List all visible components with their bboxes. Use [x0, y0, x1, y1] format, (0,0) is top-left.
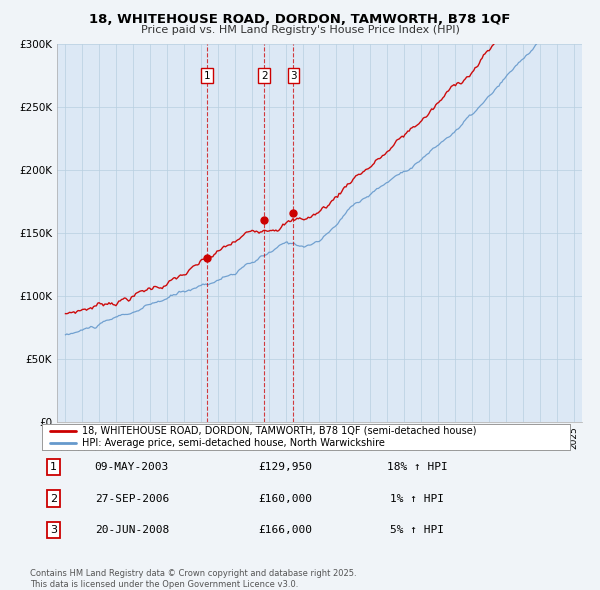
- Text: 20-JUN-2008: 20-JUN-2008: [95, 525, 169, 535]
- Text: 1: 1: [50, 463, 57, 472]
- Text: 27-SEP-2006: 27-SEP-2006: [95, 494, 169, 503]
- Text: 3: 3: [290, 71, 297, 81]
- Text: 1: 1: [204, 71, 211, 81]
- Text: 18% ↑ HPI: 18% ↑ HPI: [386, 463, 447, 472]
- Text: £166,000: £166,000: [258, 525, 312, 535]
- Text: Price paid vs. HM Land Registry's House Price Index (HPI): Price paid vs. HM Land Registry's House …: [140, 25, 460, 35]
- Text: 2: 2: [261, 71, 268, 81]
- Text: 2: 2: [50, 494, 57, 503]
- Text: £160,000: £160,000: [258, 494, 312, 503]
- Text: HPI: Average price, semi-detached house, North Warwickshire: HPI: Average price, semi-detached house,…: [82, 438, 385, 448]
- Text: £129,950: £129,950: [258, 463, 312, 472]
- Text: 18, WHITEHOUSE ROAD, DORDON, TAMWORTH, B78 1QF (semi-detached house): 18, WHITEHOUSE ROAD, DORDON, TAMWORTH, B…: [82, 425, 476, 435]
- Text: 1% ↑ HPI: 1% ↑ HPI: [390, 494, 444, 503]
- Text: Contains HM Land Registry data © Crown copyright and database right 2025.
This d: Contains HM Land Registry data © Crown c…: [30, 569, 356, 589]
- Text: 5% ↑ HPI: 5% ↑ HPI: [390, 525, 444, 535]
- Text: 3: 3: [50, 525, 57, 535]
- Text: 18, WHITEHOUSE ROAD, DORDON, TAMWORTH, B78 1QF: 18, WHITEHOUSE ROAD, DORDON, TAMWORTH, B…: [89, 13, 511, 26]
- Text: 09-MAY-2003: 09-MAY-2003: [95, 463, 169, 472]
